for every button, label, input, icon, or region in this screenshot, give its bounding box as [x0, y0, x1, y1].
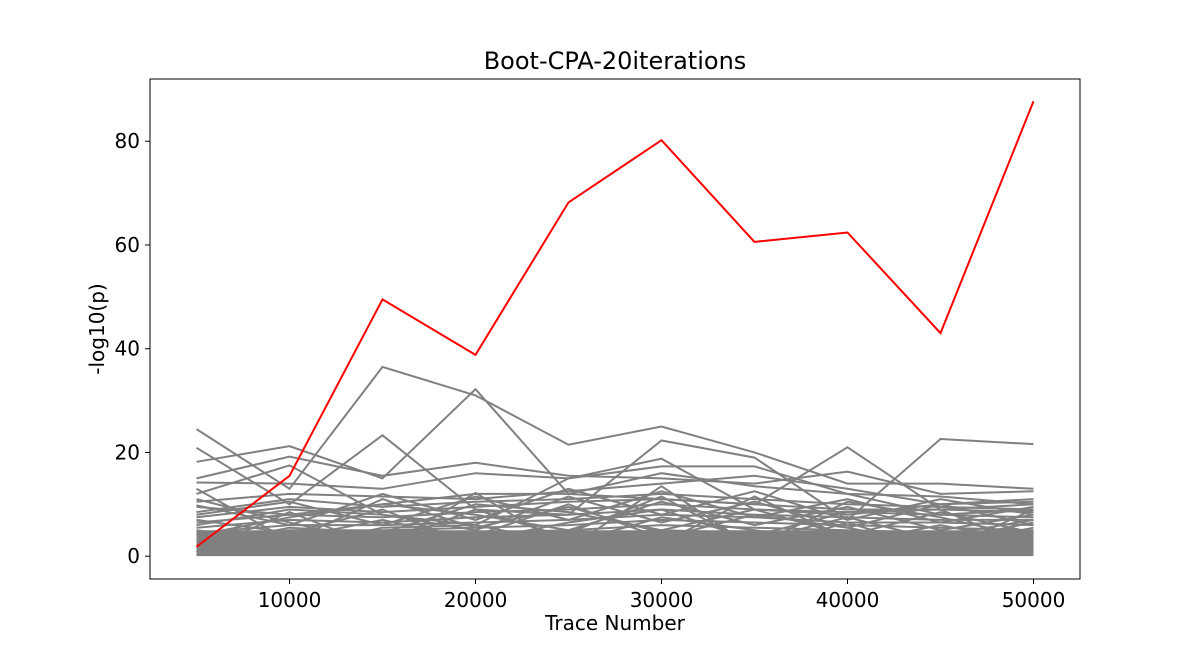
x-tick-label-30000: 30000: [630, 588, 694, 612]
x-tick-label-10000: 10000: [258, 588, 322, 612]
x-tick-label-50000: 50000: [1002, 588, 1066, 612]
background-series-line-9: [196, 492, 1034, 514]
plot-frame: [149, 78, 1081, 580]
y-tick-label-60: 60: [115, 233, 140, 257]
background-series-line-11: [196, 503, 1034, 524]
y-tick-label-0: 0: [127, 544, 140, 568]
background-series-line-6: [196, 465, 1034, 516]
x-tick-label-20000: 20000: [444, 588, 508, 612]
background-series-line-24: [196, 508, 1034, 552]
background-series-line-4: [196, 455, 1034, 495]
x-tick-label-40000: 40000: [816, 588, 880, 612]
background-series-line-29: [196, 487, 1034, 550]
background-series-line-27: [196, 495, 1034, 547]
y-tick-label-40: 40: [115, 337, 140, 361]
background-series-group: [195, 365, 1034, 557]
x-axis-ticks: 10000 20000 30000 40000 50000: [258, 579, 1066, 612]
y-tick-label-80: 80: [115, 129, 140, 153]
y-axis-ticks: 0 20 40 60 80: [115, 129, 150, 568]
background-series-line-21: [196, 495, 1034, 532]
highlight-series-line: [195, 100, 1035, 548]
background-series-dense-band: [196, 530, 1034, 557]
background-series-line-7: [196, 474, 1034, 506]
x-axis-label: Trace Number: [544, 611, 686, 635]
y-tick-label-20: 20: [115, 440, 140, 464]
chart-title: Boot-CPA-20iterations: [484, 47, 747, 75]
highlight-series-group: [195, 100, 1035, 548]
y-axis-label: -log10(p): [85, 283, 109, 374]
